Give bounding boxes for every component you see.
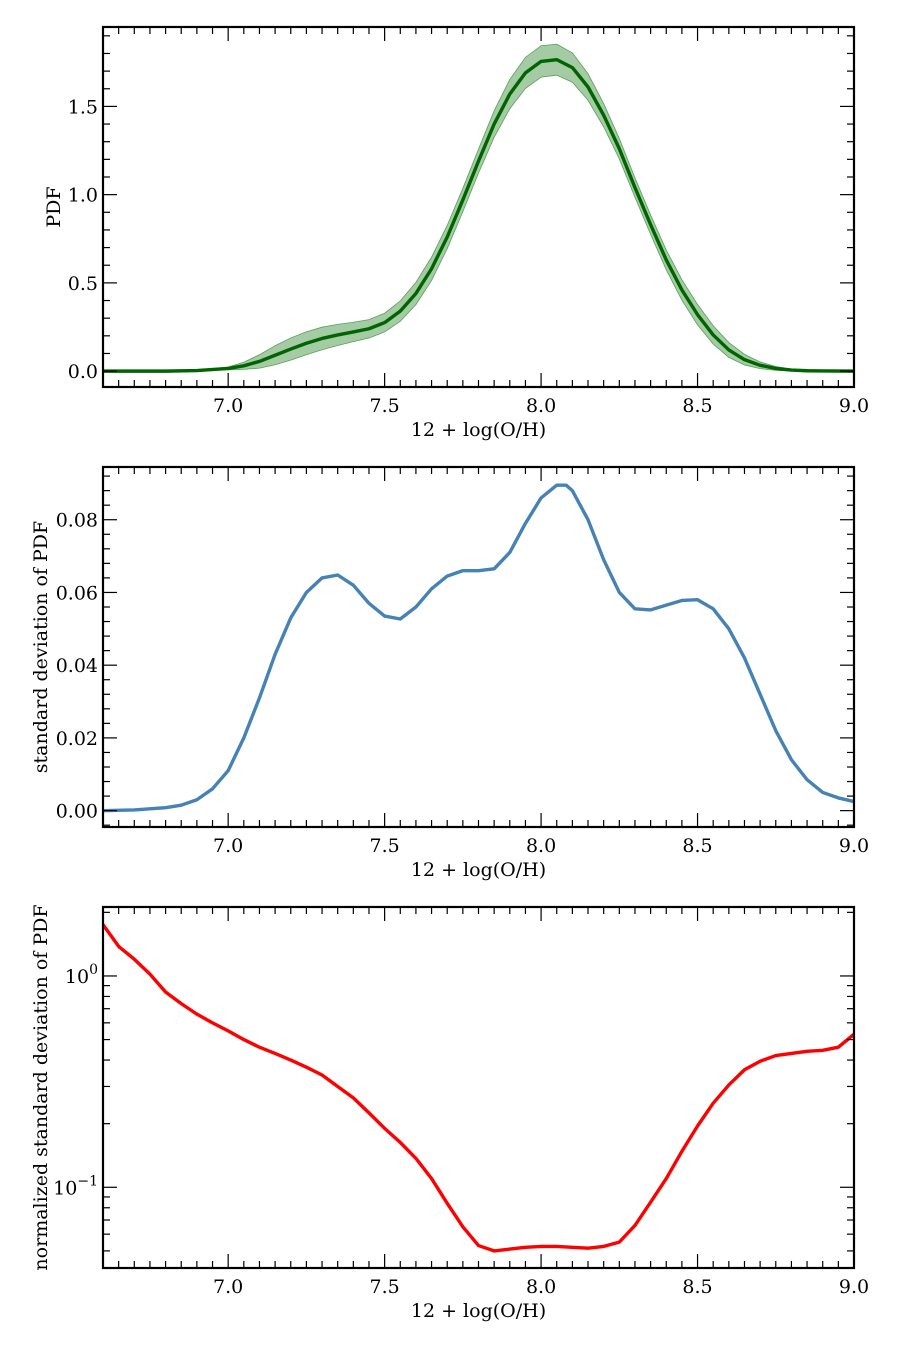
- series-0-line: [103, 57, 854, 373]
- x-tick-label: 7.5: [370, 835, 400, 857]
- axes-frame: [101, 905, 856, 1270]
- y-ticks: [103, 475, 854, 826]
- y-ticks: [103, 911, 854, 1252]
- y-axis-label: PDF: [43, 186, 65, 227]
- x-tick-label: 9.0: [839, 395, 869, 417]
- x-tick-label: 8.0: [526, 395, 556, 417]
- series-0-line: [103, 483, 854, 813]
- y-tick-label: 0.0: [68, 361, 98, 383]
- y-tick-label: 1.5: [68, 96, 98, 118]
- x-tick-label: 7.0: [213, 395, 243, 417]
- x-tick-label: 8.0: [526, 1276, 556, 1298]
- chart-panel-top: 7.0 7.5 8.0 8.5 9.0 0.0 0.5 1.0 1.5 12 + log(O/H)…: [43, 25, 869, 441]
- y-tick-label: 0.00: [56, 801, 98, 823]
- x-tick-label: 9.0: [839, 835, 869, 857]
- y-tick-label: 100: [65, 962, 98, 988]
- axes-frame: [101, 465, 856, 829]
- y-tick-label: 10−1: [53, 1173, 98, 1199]
- plot-area: [103, 922, 854, 1253]
- y-tick-label: 0.02: [56, 728, 98, 750]
- axes-frame: [101, 25, 856, 389]
- y-tick-label: 0.08: [56, 510, 98, 532]
- x-ticks: [102, 907, 855, 1268]
- y-ticks: [103, 35, 854, 372]
- y-tick-label: 0.5: [68, 273, 98, 295]
- x-ticks: [102, 27, 855, 387]
- x-axis-label: 12 + log(O/H): [411, 859, 546, 881]
- y-tick-label: 1.0: [68, 185, 98, 207]
- y-tick-label: 0.06: [56, 582, 98, 604]
- chart-panel-bottom: 7.0 7.5 8.0 8.5 9.0 10−1 100 12 + log(O/H) norma…: [30, 904, 869, 1322]
- x-axis-label: 12 + log(O/H): [411, 419, 546, 441]
- chart-panel-middle: 7.0 7.5 8.0 8.5 9.0 0.00 0.02 0.04 0.06 0.08 12 + …: [30, 465, 869, 881]
- x-tick-label: 7.5: [370, 1276, 400, 1298]
- x-tick-label: 7.5: [370, 395, 400, 417]
- x-tick-label: 9.0: [839, 1276, 869, 1298]
- x-tick-label: 8.5: [682, 835, 712, 857]
- x-tick-label: 8.5: [682, 395, 712, 417]
- x-ticks: [102, 467, 855, 827]
- plot-area: [103, 43, 854, 373]
- plot-area: [103, 483, 854, 813]
- y-axis-label: normalized standard deviation of PDF: [30, 904, 52, 1270]
- x-tick-label: 8.0: [526, 835, 556, 857]
- x-tick-label: 7.0: [213, 1276, 243, 1298]
- x-axis-label: 12 + log(O/H): [411, 1300, 546, 1322]
- series-0-uncertainty-band: [103, 43, 854, 372]
- y-axis-label: standard deviation of PDF: [30, 521, 52, 773]
- y-tick-label: 0.04: [56, 655, 98, 677]
- x-tick-label: 8.5: [682, 1276, 712, 1298]
- series-0-line: [103, 922, 854, 1253]
- x-tick-label: 7.0: [213, 835, 243, 857]
